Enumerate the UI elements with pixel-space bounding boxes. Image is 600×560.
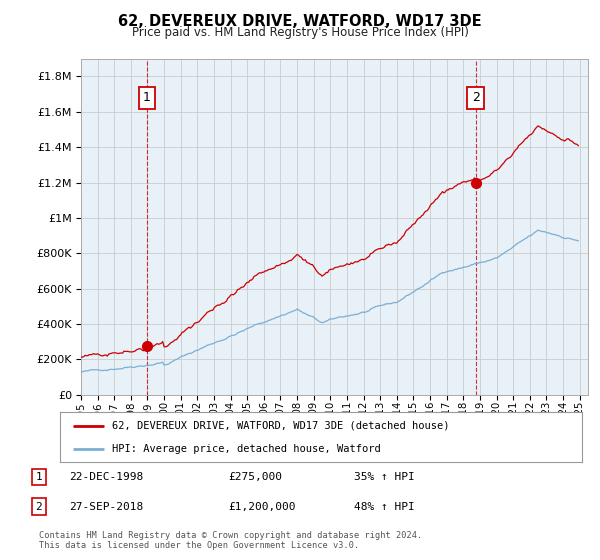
Text: 2: 2 <box>35 502 43 512</box>
Text: £275,000: £275,000 <box>228 472 282 482</box>
Text: 27-SEP-2018: 27-SEP-2018 <box>69 502 143 512</box>
Text: HPI: Average price, detached house, Watford: HPI: Average price, detached house, Watf… <box>112 444 381 454</box>
Text: Price paid vs. HM Land Registry's House Price Index (HPI): Price paid vs. HM Land Registry's House … <box>131 26 469 39</box>
Text: 48% ↑ HPI: 48% ↑ HPI <box>354 502 415 512</box>
Text: 1: 1 <box>143 91 151 104</box>
Text: 1: 1 <box>35 472 43 482</box>
Text: 2: 2 <box>472 91 479 104</box>
Text: Contains HM Land Registry data © Crown copyright and database right 2024.
This d: Contains HM Land Registry data © Crown c… <box>39 531 422 550</box>
Text: 22-DEC-1998: 22-DEC-1998 <box>69 472 143 482</box>
Text: 62, DEVEREUX DRIVE, WATFORD, WD17 3DE: 62, DEVEREUX DRIVE, WATFORD, WD17 3DE <box>118 14 482 29</box>
Text: 62, DEVEREUX DRIVE, WATFORD, WD17 3DE (detached house): 62, DEVEREUX DRIVE, WATFORD, WD17 3DE (d… <box>112 421 450 431</box>
Text: £1,200,000: £1,200,000 <box>228 502 296 512</box>
Text: 35% ↑ HPI: 35% ↑ HPI <box>354 472 415 482</box>
